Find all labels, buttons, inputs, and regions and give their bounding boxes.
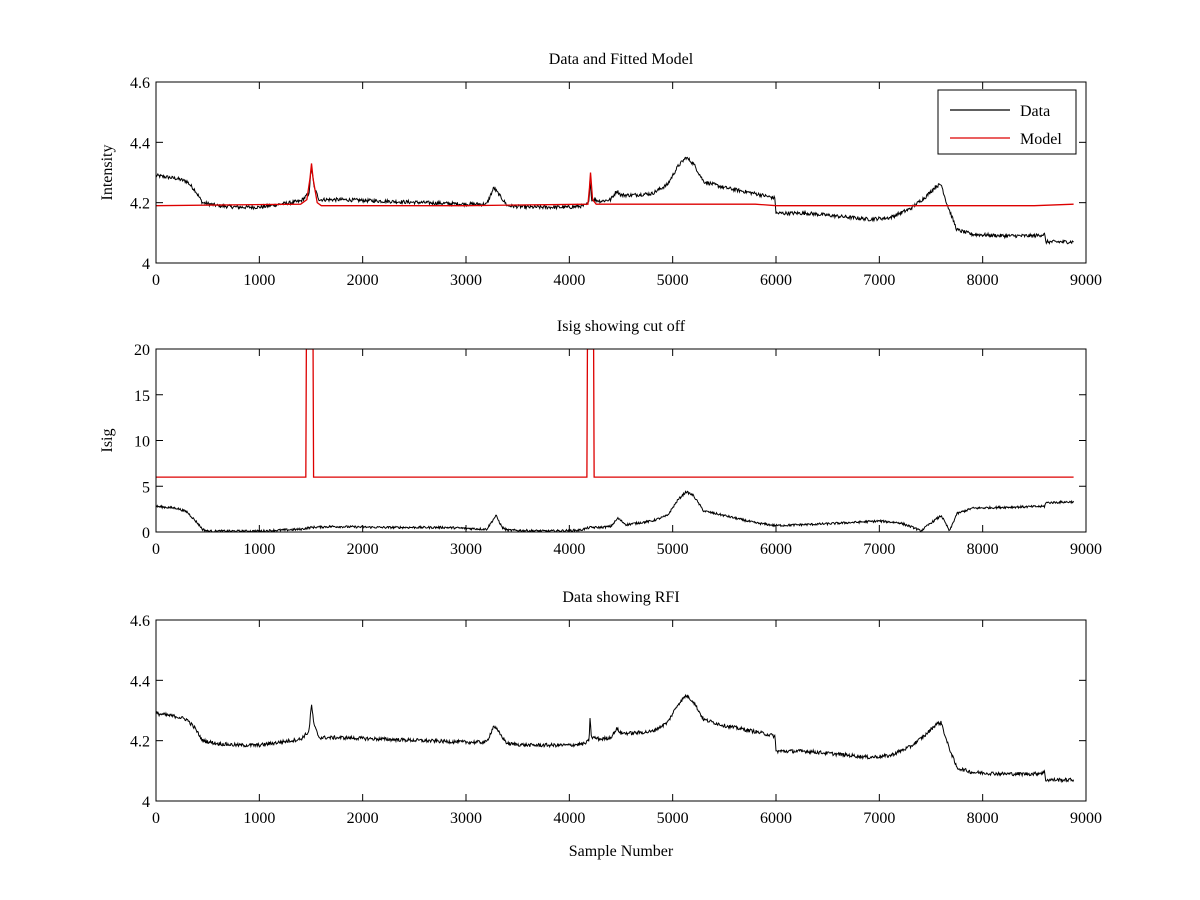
x-tick-label: 6000 [760,810,792,827]
legend-box [937,89,1077,155]
x-tick-label: 5000 [657,541,689,558]
x-tick-label: 1000 [243,810,275,827]
x-tick-label: 2000 [347,810,379,827]
x-tick-label: 9000 [1070,272,1102,289]
x-tick-label: 5000 [657,272,689,289]
x-tick-label: 8000 [967,272,999,289]
legend-entry: Model [1020,131,1062,148]
x-axis-label: Sample Number [569,843,674,860]
x-tick-label: 8000 [967,541,999,558]
series-line-2 [156,349,1074,478]
y-axis-label: Intensity [99,145,116,201]
y-tick-label: 15 [134,388,150,405]
axes-frame [155,619,1087,802]
y-tick-label: 4.6 [130,75,150,92]
x-tick-label: 7000 [863,272,895,289]
chart-title: Isig showing cut off [557,318,686,335]
x-tick-label: 8000 [967,810,999,827]
y-axis-label: Isig [99,429,116,453]
series-line-data [156,156,1074,245]
chart-panel-3: 0 1000 2000 3000 4000 5000 6000 7000 8000 9000 4 4.… [130,589,1102,860]
x-tick-label: 5000 [657,810,689,827]
x-tick-label: 4000 [553,810,585,827]
y-tick-label: 4 [142,256,150,273]
x-tick-label: 3000 [450,272,482,289]
x-tick-label: 3000 [450,810,482,827]
x-tick-label: 7000 [863,541,895,558]
y-tick-label: 4.2 [130,196,150,213]
y-tick-label: 5 [142,479,150,496]
x-tick-label: 4000 [553,541,585,558]
x-tick-label: 7000 [863,810,895,827]
x-tick-label: 6000 [760,541,792,558]
y-tick-label: 4.4 [130,135,150,152]
y-tick-label: 20 [134,342,150,359]
x-tick-label: 1000 [243,272,275,289]
chart-panel-1: 0 1000 2000 3000 4000 5000 6000 7000 8000 9000 4 4.… [99,51,1102,289]
axes-frame [155,81,1087,264]
y-tick-label: 0 [142,525,150,542]
axes-frame [155,348,1087,533]
y-tick-label: 4.2 [130,734,150,751]
chart-title: Data and Fitted Model [549,51,694,68]
x-tick-label: 2000 [347,541,379,558]
x-tick-label: 4000 [553,272,585,289]
x-tick-label: 9000 [1070,810,1102,827]
series-line-1 [156,693,1075,784]
legend: Data Model [937,89,1077,155]
chart-title: Data showing RFI [562,589,679,606]
y-tick-label: 4.6 [130,613,150,630]
x-tick-label: 3000 [450,541,482,558]
y-tick-label: 4.4 [130,673,150,690]
y-tick-label: 10 [134,434,150,451]
x-tick-label: 0 [152,272,160,289]
x-tick-label: 9000 [1070,541,1102,558]
x-tick-label: 0 [152,541,160,558]
series-line-1 [156,490,1075,532]
series-line-model [156,163,1074,207]
chart-panel-2: 0 1000 2000 3000 4000 5000 6000 7000 8000 9000 0 5 1… [99,318,1102,558]
y-tick-label: 4 [142,794,150,811]
x-tick-label: 2000 [347,272,379,289]
legend-entry: Data [1020,103,1050,120]
x-tick-label: 0 [152,810,160,827]
x-tick-label: 1000 [243,541,275,558]
x-tick-label: 6000 [760,272,792,289]
